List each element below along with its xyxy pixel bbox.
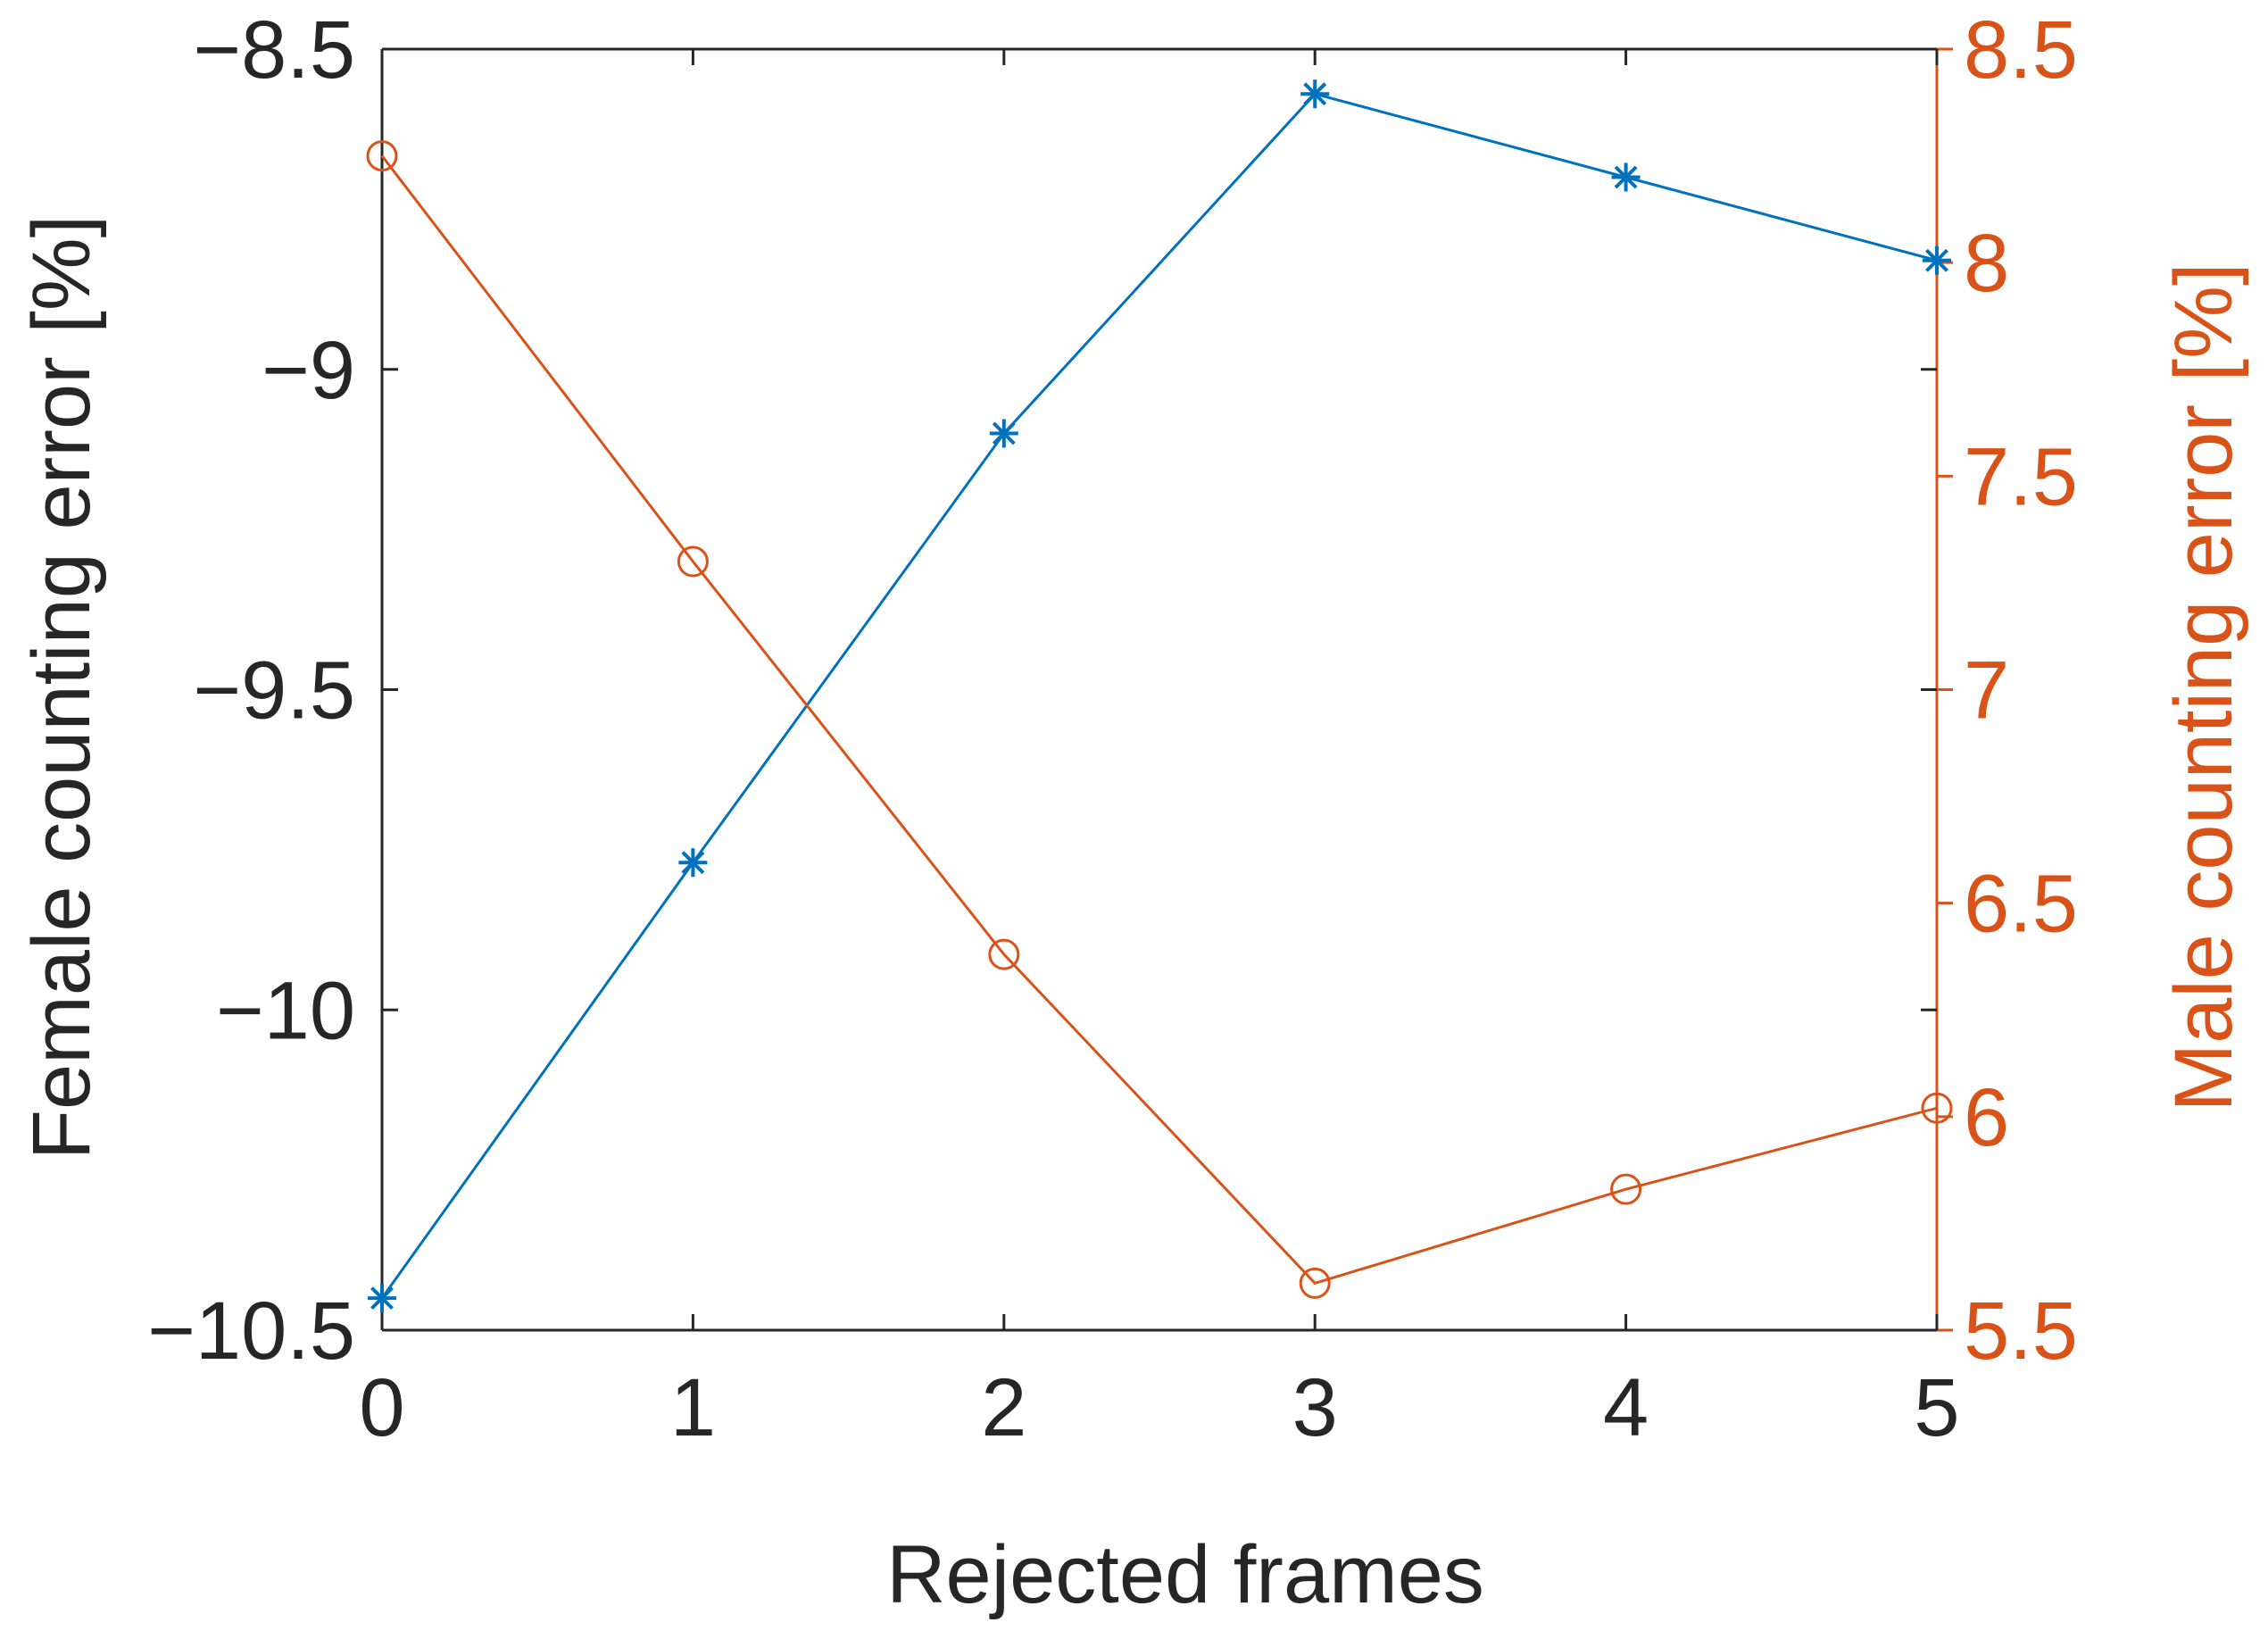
- right-tick-label: 8.5: [1964, 4, 2078, 96]
- x-axis-ticks: 0 1 2 3 4 5: [359, 49, 1960, 1453]
- right-tick-label: 6.5: [1964, 859, 2078, 950]
- male-series: [366, 140, 1953, 1299]
- right-tick-label: 7.5: [1964, 431, 2078, 522]
- right-tick-label: 8: [1964, 218, 2009, 309]
- left-tick-label: −10.5: [147, 1286, 355, 1377]
- series-layer: [366, 79, 1953, 1313]
- left-tick-label: −8.5: [193, 4, 355, 96]
- female-data-point: [368, 1284, 396, 1313]
- x-tick-label: 0: [359, 1362, 404, 1453]
- male-data-point: [677, 545, 709, 578]
- left-tick-label: −10: [216, 965, 355, 1056]
- right-tick-label: 6: [1964, 1072, 2009, 1163]
- x-tick-label: 3: [1292, 1362, 1338, 1453]
- asterisk-stroke: [370, 1286, 394, 1311]
- right-y-axis-ticks: 5.5 6 6.5 7 7.5 8 8.5: [1937, 4, 2078, 1377]
- female-data-point: [678, 848, 708, 878]
- asterisk-stroke: [992, 421, 1016, 445]
- right-tick-label: 5.5: [1964, 1286, 2078, 1377]
- right-y-axis-label: Male counting error [%]: [2158, 262, 2249, 1111]
- male-data-point: [1921, 1092, 1953, 1124]
- female-series: [368, 79, 1951, 1313]
- male-data-point: [1299, 1267, 1331, 1299]
- female-data-point: [989, 419, 1018, 448]
- x-tick-label: 5: [1914, 1362, 1959, 1453]
- left-y-axis-label: Female counting error [%]: [16, 215, 107, 1160]
- female-series-line: [380, 92, 1938, 1299]
- male-series-line: [380, 154, 1938, 1286]
- male-data-point: [366, 140, 398, 172]
- female-data-point: [1300, 79, 1330, 109]
- x-tick-label: 4: [1603, 1362, 1649, 1453]
- asterisk-stroke: [1925, 248, 1948, 272]
- female-data-point: [1923, 245, 1951, 275]
- left-tick-label: −9: [262, 325, 355, 416]
- x-axis-label: Rejected frames: [886, 1529, 1484, 1620]
- male-data-point: [1610, 1173, 1642, 1205]
- left-tick-label: −9.5: [193, 645, 355, 736]
- left-y-axis-ticks: −10.5 −10 −9.5 −9 −8.5: [147, 4, 1937, 1377]
- right-tick-label: 7: [1964, 645, 2009, 736]
- x-tick-label: 2: [981, 1362, 1026, 1453]
- asterisk-stroke: [681, 851, 705, 875]
- asterisk-stroke: [1614, 165, 1638, 189]
- male-data-point: [988, 938, 1020, 970]
- female-data-point: [1611, 162, 1641, 192]
- asterisk-stroke: [1303, 82, 1327, 106]
- x-tick-label: 1: [670, 1362, 716, 1453]
